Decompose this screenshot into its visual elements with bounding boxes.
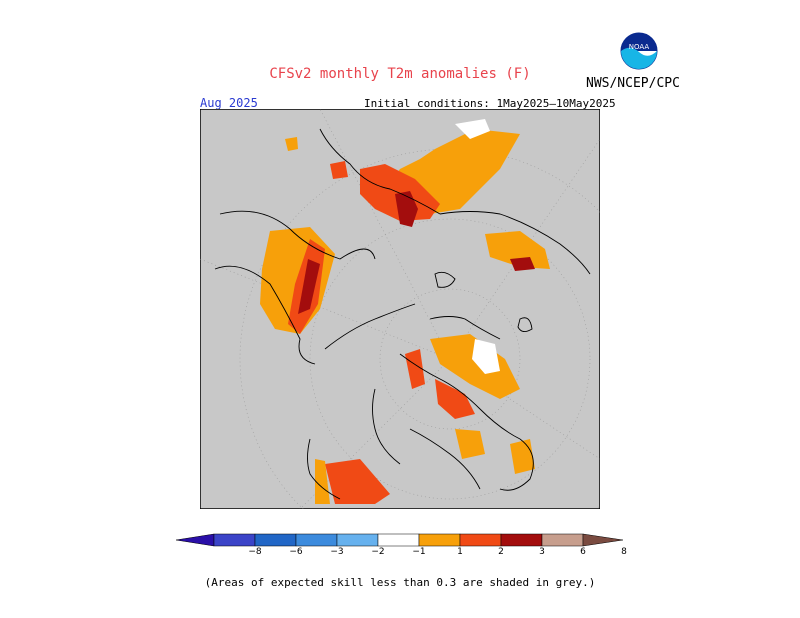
anomaly-central-asia-hot (298, 259, 320, 314)
noaa-logo-icon: NOAA (620, 32, 658, 70)
anomaly-iberia (330, 161, 348, 179)
anomaly-hudson (430, 334, 520, 399)
colorbar-tick-label: 1 (457, 547, 463, 557)
colorbar-tick-label: 2 (498, 547, 504, 557)
forecast-month: Aug 2025 (200, 96, 258, 110)
anomaly-east-asia-warm (510, 257, 535, 271)
anomaly-patches (260, 119, 550, 504)
map-title: CFSv2 monthly T2m anomalies (F) (269, 66, 531, 82)
colorbar-swatch (336, 533, 379, 547)
anomaly-europe-white (455, 119, 490, 139)
skill-footnote: (Areas of expected skill less than 0.3 a… (204, 576, 596, 589)
initial-conditions: Initial conditions: 1May2025–10May2025 (364, 97, 616, 110)
colorbar-tick-label: −1 (412, 547, 426, 557)
colorbar-arrow-low (175, 533, 215, 547)
colorbar-tick-label: −6 (289, 547, 303, 557)
colorbar-arrow-high (582, 533, 624, 547)
coastlines (214, 128, 591, 500)
colorbar-swatch (377, 533, 420, 547)
anomaly-north-america (325, 459, 390, 504)
polar-anomaly-map (200, 109, 600, 509)
colorbar-swatch (254, 533, 297, 547)
colorbar-tick-label: −3 (330, 547, 344, 557)
color-legend-bar (175, 533, 624, 547)
anomaly-scandinavia (360, 164, 440, 221)
anomaly-scandinavia-hot (395, 191, 418, 227)
anomaly-greenland-side (405, 349, 425, 389)
anomaly-canada-small (455, 429, 485, 459)
colorbar-swatch (418, 533, 461, 547)
colorbar-swatch (500, 533, 543, 547)
colorbar-tick-label: −8 (248, 547, 262, 557)
logo-text: NOAA (629, 43, 650, 51)
colorbar-swatch (541, 533, 584, 547)
colorbar-swatch (459, 533, 502, 547)
colorbar-swatch (213, 533, 256, 547)
anomaly-uk (285, 137, 298, 151)
colorbar-tick-label: −2 (371, 547, 385, 557)
anomaly-east-asia (485, 231, 550, 269)
colorbar-tick-label: 6 (580, 547, 586, 557)
colorbar-swatch (295, 533, 338, 547)
anomaly-hudson-white (472, 339, 500, 374)
agency-label: NWS/NCEP/CPC (586, 76, 680, 91)
colorbar-tick-label: 3 (539, 547, 545, 557)
anomaly-arctic-islands (435, 379, 475, 419)
colorbar-tick-label: 8 (621, 547, 627, 557)
anomaly-north-america-ring (315, 459, 330, 504)
